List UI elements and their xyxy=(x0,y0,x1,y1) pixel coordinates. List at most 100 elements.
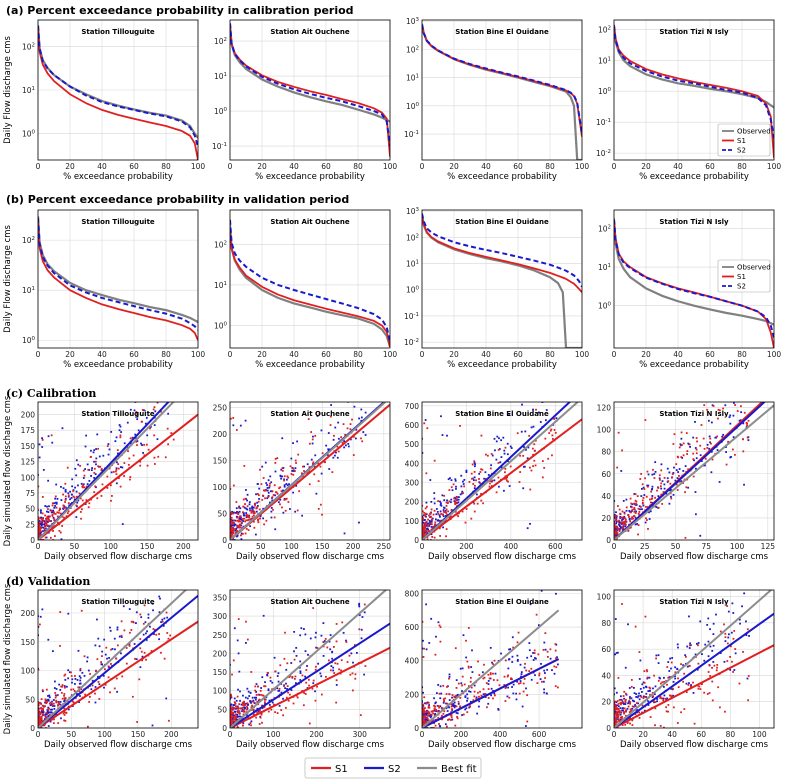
scatter-point-s1 xyxy=(45,701,48,704)
scatter-point-s1 xyxy=(287,501,290,503)
scatter-point-s1 xyxy=(172,438,175,441)
scatter-point-s1 xyxy=(55,694,58,697)
scatter-point-s1 xyxy=(230,712,231,715)
scatter-point-s2 xyxy=(232,704,235,706)
scatter-point-s1 xyxy=(139,638,142,640)
plot-area xyxy=(422,213,582,348)
scatter-point-s1 xyxy=(83,474,86,477)
scatter-point-s1 xyxy=(38,716,39,719)
scatter-point-s1 xyxy=(38,719,41,721)
scatter-point-s1 xyxy=(340,393,342,395)
scatter-point-s2 xyxy=(628,687,631,689)
scatter-point-s1 xyxy=(166,427,169,430)
scatter-point-s2 xyxy=(116,626,119,629)
scatter-point-s1 xyxy=(717,686,720,689)
scatter-point-s2 xyxy=(285,478,288,481)
scatter-point-s1 xyxy=(153,629,156,631)
scatter-point-s1 xyxy=(167,443,170,446)
scatter-point-s2 xyxy=(243,506,246,509)
scatter-point-s1 xyxy=(703,691,706,694)
scatter-point-s1 xyxy=(445,512,447,514)
scatter-point-s1 xyxy=(438,723,440,725)
scatter-point-s2 xyxy=(158,595,161,598)
scatter-point-s2 xyxy=(627,623,629,626)
scatter-point-s2 xyxy=(153,633,155,635)
panel-legend-box xyxy=(717,259,771,293)
scatter-point-s1 xyxy=(534,464,537,467)
plot-area xyxy=(230,393,390,540)
scatter-point-s2 xyxy=(293,630,296,633)
series-s2-line xyxy=(614,219,774,338)
scatter-point-s1 xyxy=(555,657,557,660)
scatter-point-s2 xyxy=(93,449,96,452)
scatter-point-s1 xyxy=(272,494,275,496)
scatter-point-s1 xyxy=(140,420,143,423)
scatter-point-s1 xyxy=(546,650,549,653)
scatter-point-s1 xyxy=(109,484,112,487)
scatter-point-s1 xyxy=(58,702,60,704)
scatter-point-s1 xyxy=(726,660,729,662)
scatter-point-s1 xyxy=(38,668,40,671)
scatter-point-s2 xyxy=(629,696,631,698)
scatter-point-s1 xyxy=(308,678,310,681)
scatter-point-s1 xyxy=(638,511,641,513)
scatter-point-s1 xyxy=(726,605,729,607)
scatter-point-s2 xyxy=(269,680,272,682)
scatter-point-s1 xyxy=(39,721,42,724)
scatter-point-s1 xyxy=(442,510,445,513)
scatter-point-s1 xyxy=(49,515,51,518)
series-s1-line xyxy=(38,220,198,341)
scatter-point-s1 xyxy=(427,706,430,709)
scatter-point-s2 xyxy=(534,657,536,659)
scatter-point-s2 xyxy=(511,686,513,688)
scatter-point-s1 xyxy=(97,465,100,468)
scatter-point-s2 xyxy=(516,654,519,657)
scatter-point-s1 xyxy=(364,665,367,667)
scatter-point-s2 xyxy=(90,475,92,477)
scatter-point-s1 xyxy=(233,718,236,720)
scatter-point-s1 xyxy=(42,520,44,523)
scatter-point-s2 xyxy=(336,456,339,459)
scatter-point-s2 xyxy=(266,487,269,489)
scatter-point-s1 xyxy=(447,502,449,504)
scatter-point-s1 xyxy=(455,695,458,698)
scatter-point-s2 xyxy=(328,640,331,643)
scatter-point-s1 xyxy=(298,490,301,493)
scatter-point-s2 xyxy=(249,507,251,510)
row-c-title: (c) Calibration xyxy=(6,387,96,400)
scatter-point-s1 xyxy=(55,699,58,702)
scatter-point-s2 xyxy=(465,707,468,710)
scatter-point-s1 xyxy=(305,681,308,684)
scatter-point-s1 xyxy=(60,691,63,694)
scatter-point-s1 xyxy=(333,672,336,674)
scatter-point-s2 xyxy=(292,470,295,472)
scatter-point-s2 xyxy=(49,711,51,714)
scatter-point-s1 xyxy=(645,495,648,498)
scatter-point-s1 xyxy=(117,467,120,470)
scatter-point-s2 xyxy=(292,442,294,445)
scatter-point-s1 xyxy=(116,449,119,452)
scatter-point-s1 xyxy=(40,707,43,709)
scatter-point-s2 xyxy=(108,448,111,451)
scatter-point-s1 xyxy=(261,721,263,724)
scatter-point-s2 xyxy=(455,712,458,714)
scatter-point-s1 xyxy=(261,694,264,697)
scatter-point-s1 xyxy=(646,670,649,673)
scatter-point-s2 xyxy=(236,715,239,718)
scatter-point-s2 xyxy=(668,489,671,492)
scatter-point-s2 xyxy=(72,489,75,491)
scatter-point-s1 xyxy=(130,629,133,631)
scatter-point-s1 xyxy=(43,724,46,727)
scatter-point-s1 xyxy=(342,423,345,426)
scatter-point-s1 xyxy=(543,466,546,469)
scatter-point-s2 xyxy=(625,498,628,501)
x-tick-label: 0 xyxy=(612,730,617,739)
scatter-point-s2 xyxy=(107,443,110,445)
scatter-point-s2 xyxy=(97,637,100,640)
scatter-point-s1 xyxy=(519,471,522,473)
scatter-point-s2 xyxy=(448,673,451,676)
scatter-point-s1 xyxy=(541,476,544,479)
scatter-point-s2 xyxy=(242,694,244,697)
scatter-point-s2 xyxy=(663,694,666,697)
scatter-point-s1 xyxy=(231,721,234,724)
